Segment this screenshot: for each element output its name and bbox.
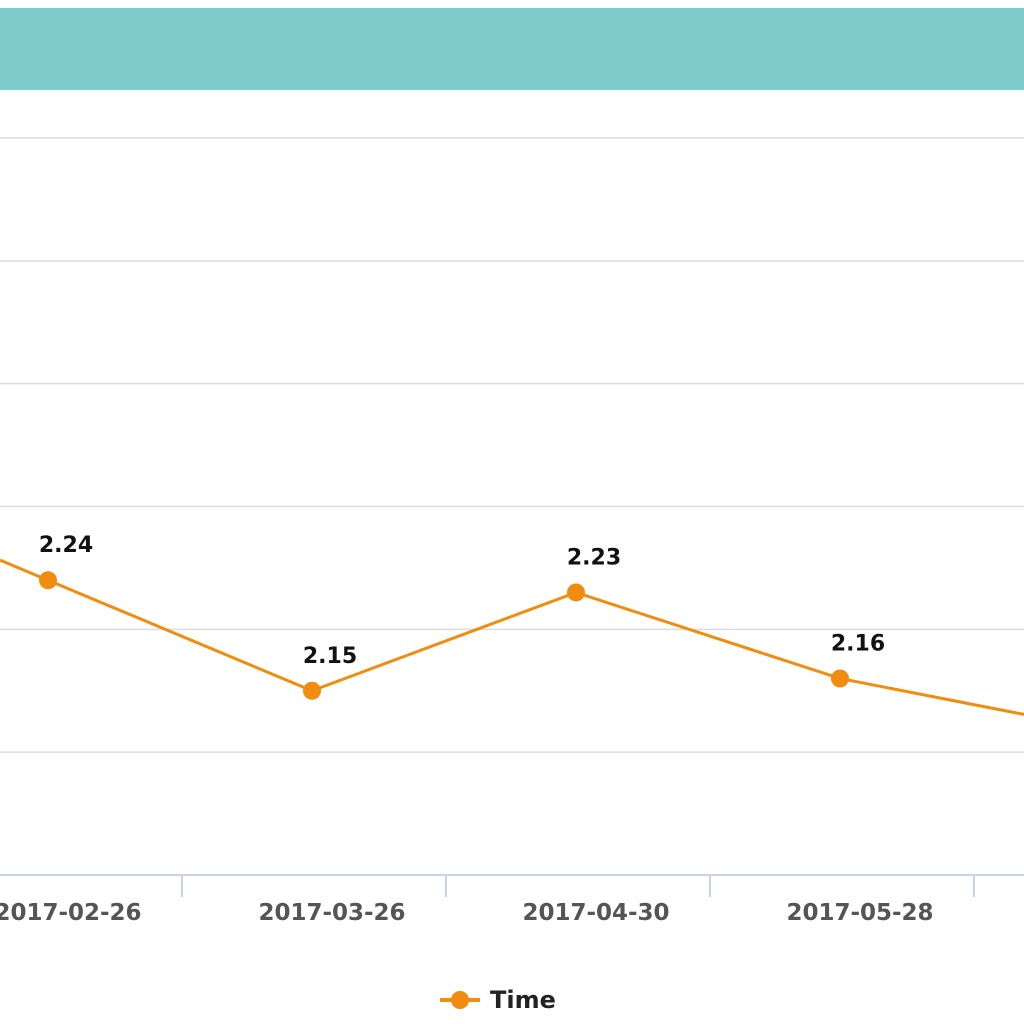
x-tick-label: 2017-05-28 [786,900,933,926]
data-point [567,583,585,602]
data-label: 2.23 [567,545,621,570]
x-tick-label: 2017-02-26 [0,900,142,926]
data-label: 2.16 [831,631,885,656]
legend[interactable]: Time [440,980,556,1020]
data-point [303,681,321,700]
legend-label: Time [490,986,556,1014]
line-chart: 2017-02-26 2017-03-26 2017-04-30 2017-05-28… [0,137,1024,926]
data-point [831,669,849,688]
x-tick-label: 2017-03-26 [258,900,405,926]
data-label: 2.24 [39,533,93,558]
x-tick-label: 2017-04-30 [522,900,669,926]
legend-marker-icon [440,990,480,1010]
data-point [39,571,57,590]
header-band [0,8,1024,90]
data-label: 2.15 [303,644,357,669]
